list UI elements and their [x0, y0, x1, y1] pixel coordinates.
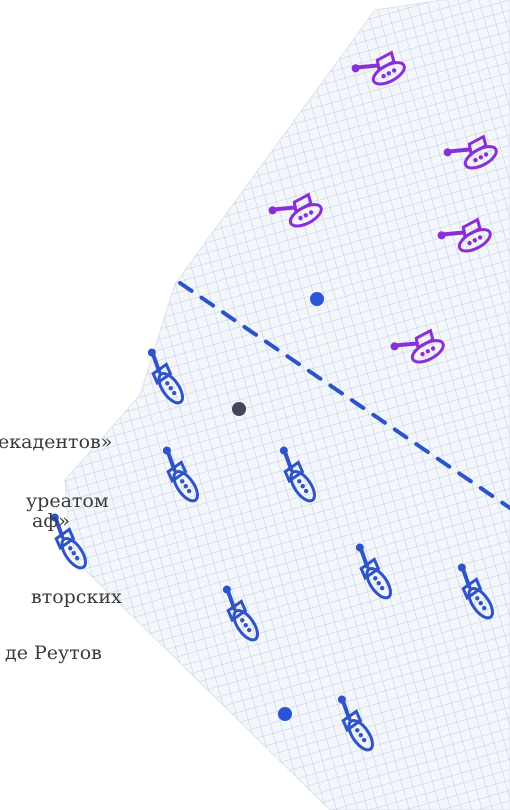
- tank-icon: [162, 446, 199, 503]
- tank-icon: [437, 217, 492, 253]
- background-text-line-2: уреатом: [26, 490, 109, 512]
- bottom-team-units: [50, 348, 494, 752]
- tank-icon: [457, 563, 494, 620]
- top-team-units: [268, 50, 498, 364]
- tank-icon: [443, 134, 498, 170]
- dashed-divider-line: [178, 281, 510, 510]
- tank-icon: [390, 328, 445, 364]
- tank-icon: [337, 695, 374, 752]
- tank-icon: [351, 50, 406, 86]
- tank-icon: [147, 348, 184, 405]
- background-text-line-5: де Реутов: [5, 642, 102, 664]
- paper-sheet: [64, 0, 510, 810]
- tank-icon: [268, 192, 323, 228]
- dot-icon: [232, 402, 246, 416]
- tank-icon: [50, 513, 87, 570]
- background-text-line-3: аф»: [32, 510, 70, 532]
- map-markers: [232, 292, 324, 721]
- tank-icon: [355, 543, 392, 600]
- tank-icon: [279, 446, 316, 503]
- dot-icon: [278, 707, 292, 721]
- background-text-line-1: екадентов»: [0, 431, 113, 453]
- background-text-line-4: вторских: [31, 586, 122, 608]
- tank-icon: [222, 585, 259, 642]
- dot-icon: [310, 292, 324, 306]
